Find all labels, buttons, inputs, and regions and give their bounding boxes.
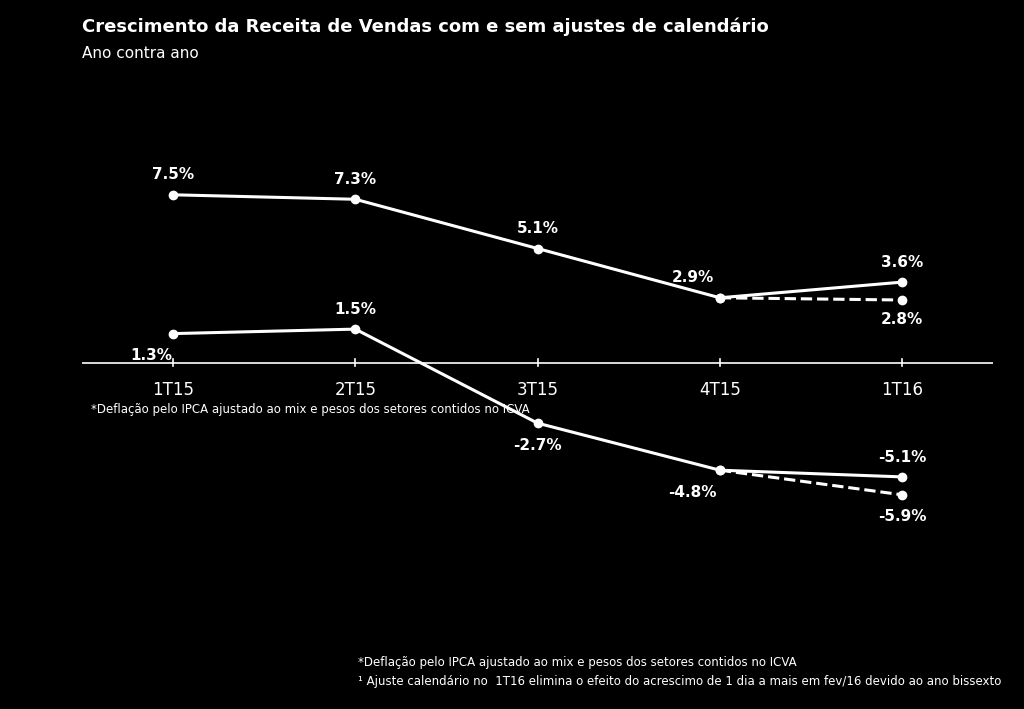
Text: 2.9%: 2.9%	[672, 270, 714, 286]
Text: 3T15: 3T15	[516, 381, 559, 398]
Text: Ano contra ano: Ano contra ano	[82, 46, 199, 61]
Text: 3.6%: 3.6%	[881, 255, 924, 270]
Text: 7.5%: 7.5%	[152, 167, 195, 182]
Text: -2.7%: -2.7%	[513, 437, 562, 453]
Text: 7.3%: 7.3%	[334, 172, 377, 187]
Text: *Deflação pelo IPCA ajustado ao mix e pesos dos setores contidos no ICVA: *Deflação pelo IPCA ajustado ao mix e pe…	[91, 403, 529, 416]
Text: 2T15: 2T15	[334, 381, 377, 398]
Text: -5.9%: -5.9%	[878, 509, 927, 525]
Text: 5.1%: 5.1%	[516, 221, 559, 236]
Text: -4.8%: -4.8%	[669, 485, 717, 500]
Text: -5.1%: -5.1%	[878, 450, 927, 464]
Text: 2.8%: 2.8%	[881, 313, 924, 328]
Text: 1T16: 1T16	[881, 381, 924, 398]
Text: 1.5%: 1.5%	[334, 302, 377, 317]
Text: *Deflação pelo IPCA ajustado ao mix e pesos dos setores contidos no ICVA: *Deflação pelo IPCA ajustado ao mix e pe…	[358, 656, 797, 669]
Text: 4T15: 4T15	[699, 381, 740, 398]
Text: ¹ Ajuste calendário no  1T16 elimina o efeito do acrescimo de 1 dia a mais em fe: ¹ Ajuste calendário no 1T16 elimina o ef…	[358, 675, 1001, 688]
Text: 1.3%: 1.3%	[130, 348, 172, 363]
Text: 1T15: 1T15	[152, 381, 195, 398]
Text: Crescimento da Receita de Vendas com e sem ajustes de calendário: Crescimento da Receita de Vendas com e s…	[82, 18, 769, 36]
